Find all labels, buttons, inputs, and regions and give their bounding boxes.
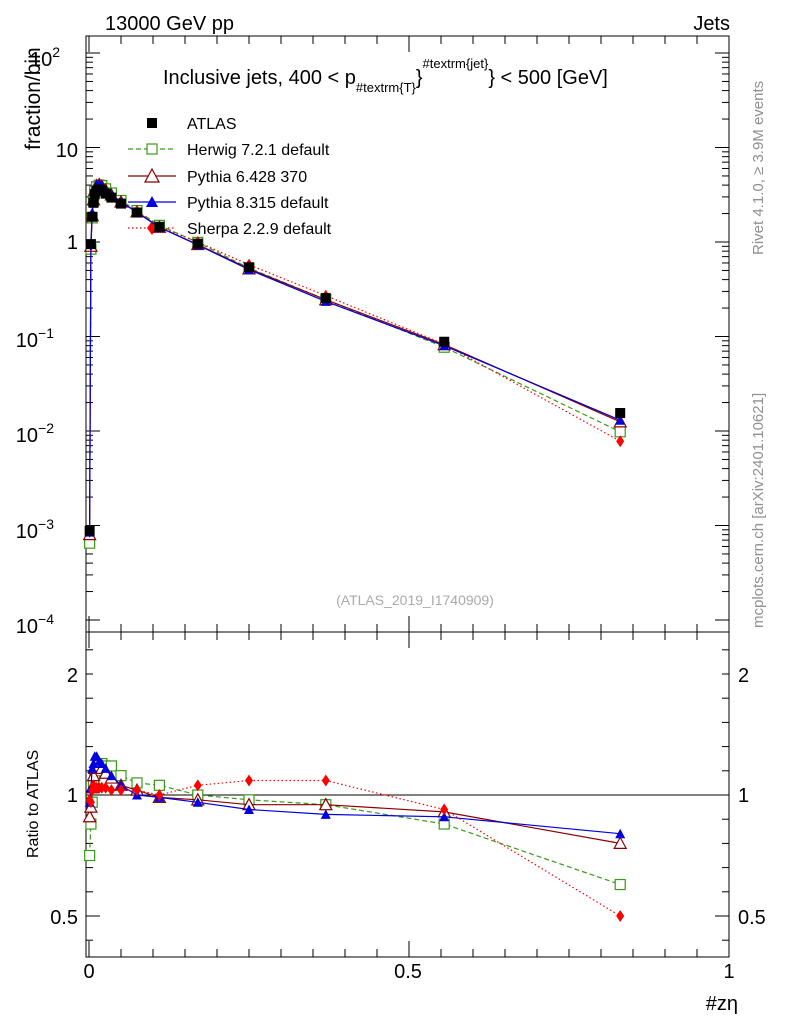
y-tick-label-0.0001: 10−4	[16, 611, 54, 638]
ratio-point-sherpa-2-2-9-default	[86, 796, 95, 809]
legend-marker-pythia6	[143, 167, 161, 183]
y-tick-label-10: 10	[56, 140, 78, 162]
legend-marker-pythia8	[146, 196, 158, 207]
reference-label: (ATLAS_2019_I1740909)	[336, 592, 494, 608]
title-brace: }	[416, 67, 423, 89]
point-atlas	[615, 408, 626, 419]
y-tick-label-100: 102	[30, 44, 60, 71]
point-atlas	[84, 525, 95, 536]
ratio-series-group	[82, 751, 628, 922]
point-atlas	[439, 336, 450, 347]
legend-marker-herwig	[146, 143, 158, 155]
ratio-tick-label-2-right: 2	[738, 665, 749, 687]
point-atlas	[244, 262, 254, 273]
ratio-point-sherpa-2-2-9-default	[155, 789, 164, 801]
ratio-point-sherpa-2-2-9-default	[440, 803, 449, 816]
y-tick-label-1: 1	[67, 232, 78, 254]
ratio-point-pythia-8-315-default	[192, 797, 203, 807]
ratio-y-axis-label: Ratio to ATLAS	[25, 750, 42, 858]
ratio-point-sherpa-2-2-9-default	[101, 781, 110, 794]
ratio-point-pythia-8-315-default	[106, 770, 117, 781]
title-sub: #textrm{T}	[356, 80, 417, 95]
ratio-point-pythia-8-315-default	[439, 811, 450, 822]
ratio-point-pythia-8-315-default	[87, 763, 98, 773]
ratio-point-pythia-8-315-default	[100, 763, 111, 773]
legend-entry-sherpa: Sherpa 2.2.9 default	[128, 221, 332, 238]
category-label: Jets	[693, 13, 730, 35]
point-atlas	[100, 188, 111, 199]
point-atlas	[116, 198, 126, 209]
ratio-tick-label-1-right: 1	[738, 785, 749, 807]
point-atlas	[132, 207, 142, 218]
point-atlas	[88, 197, 99, 208]
site-label: mcplots.cern.ch [arXiv:2401.10621]	[750, 393, 767, 628]
legend-label-sherpa: Sherpa 2.2.9 default	[187, 221, 332, 238]
legend: ATLAS Herwig 7.2.1 default Pythia 6.428 …	[128, 116, 332, 238]
point-atlas	[320, 293, 331, 304]
ratio-point-sherpa-2-2-9-default	[616, 910, 625, 922]
legend-entry-atlas: ATLAS	[147, 116, 237, 133]
ratio-tick-label-1-left: 1	[67, 785, 78, 807]
y-axis-label: fraction/bin	[22, 47, 45, 150]
legend-label-pythia8: Pythia 8.315 default	[187, 195, 329, 212]
point-atlas	[87, 211, 98, 222]
main-series-group	[82, 177, 628, 549]
legend-label-atlas: ATLAS	[187, 116, 237, 133]
x-axis-label: #zη	[706, 993, 738, 1015]
ratio-tick-label-0.5-right: 0.5	[738, 907, 766, 929]
ratio-tick-label-2-left: 2	[67, 665, 78, 687]
y-tick-label-0.1: 10−1	[16, 325, 54, 352]
legend-entry-herwig: Herwig 7.2.1 default	[128, 142, 330, 159]
x-tick-labels: 0 0.5 1	[83, 961, 734, 983]
title-sup: #textrm{jet}	[423, 56, 489, 71]
point-atlas	[106, 192, 117, 203]
ratio-point-sherpa-2-2-9-default	[117, 784, 125, 797]
ratio-tick-label-0.5-left: 0.5	[50, 907, 78, 929]
title-main: Inclusive jets, 400 < p	[163, 67, 356, 89]
ratio-point-pythia-6-428-370	[613, 836, 628, 850]
ratio-point-sherpa-2-2-9-default	[193, 779, 202, 792]
ratio-point-sherpa-2-2-9-default	[245, 774, 253, 787]
ratio-point-herwig-7-2-1-default	[614, 878, 626, 891]
x-tick-label-1: 1	[723, 961, 734, 983]
point-pythia-8-315-default	[615, 415, 626, 425]
ratio-point-pythia-8-315-default	[88, 758, 99, 769]
ratio-point-pythia-8-315-default	[96, 758, 107, 769]
ratio-point-herwig-7-2-1-default	[153, 779, 165, 791]
ratio-tick-labels: 2 1 0.5 2 1 0.5	[50, 665, 766, 929]
main-axis-ticks	[86, 36, 730, 632]
ratio-point-pythia-6-428-370	[82, 809, 97, 823]
legend-label-herwig: Herwig 7.2.1 default	[187, 142, 330, 159]
ratio-point-herwig-7-2-1-default	[84, 849, 96, 862]
y-tick-label-0.01: 10−2	[16, 420, 54, 447]
x-tick-label-0.5: 0.5	[394, 961, 422, 983]
point-atlas	[192, 238, 203, 249]
legend-marker-atlas	[147, 118, 157, 128]
ratio-point-pythia-8-315-default	[244, 804, 254, 815]
x-tick-label-0: 0	[83, 961, 94, 983]
point-atlas	[85, 239, 96, 250]
rivet-label: Rivet 4.1.0, ≥ 3.9M events	[750, 81, 767, 255]
ratio-point-pythia-8-315-default	[615, 828, 626, 839]
y-tick-labels: 102 10 1 10−1 10−2 10−3 10−4	[16, 44, 78, 638]
legend-label-pythia6: Pythia 6.428 370	[187, 169, 307, 186]
energy-label: 13000 GeV pp	[105, 13, 234, 35]
ratio-axis-ticks	[86, 632, 730, 957]
ratio-point-pythia-8-315-default	[320, 809, 331, 819]
ratio-point-sherpa-2-2-9-default	[133, 784, 141, 797]
ratio-point-sherpa-2-2-9-default	[321, 774, 330, 787]
legend-entry-pythia6: Pythia 6.428 370	[128, 167, 307, 186]
legend-entry-pythia8: Pythia 8.315 default	[128, 195, 329, 212]
ratio-point-sherpa-2-2-9-default	[107, 784, 116, 797]
y-tick-label-0.001: 10−3	[16, 516, 54, 543]
point-atlas	[154, 221, 165, 232]
title-tail: } < 500 [GeV]	[488, 67, 608, 89]
chart-title: Inclusive jets, 400 < p#textrm{T}}#textr…	[163, 56, 608, 95]
point-sherpa-2-2-9-default	[616, 435, 625, 448]
